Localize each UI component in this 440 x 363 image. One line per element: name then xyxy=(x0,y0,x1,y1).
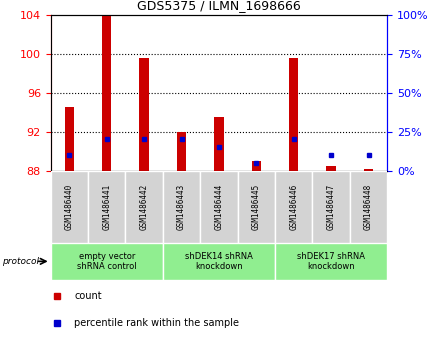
Bar xyxy=(289,58,298,171)
Title: GDS5375 / ILMN_1698666: GDS5375 / ILMN_1698666 xyxy=(137,0,301,12)
Bar xyxy=(51,171,88,243)
Text: GSM1486441: GSM1486441 xyxy=(102,184,111,230)
Text: empty vector
shRNA control: empty vector shRNA control xyxy=(77,252,136,271)
Bar xyxy=(51,243,163,280)
Bar xyxy=(163,243,275,280)
Bar xyxy=(364,169,373,171)
Text: shDEK14 shRNA
knockdown: shDEK14 shRNA knockdown xyxy=(185,252,253,271)
Text: GSM1486443: GSM1486443 xyxy=(177,184,186,230)
Text: GSM1486446: GSM1486446 xyxy=(289,184,298,230)
Text: GSM1486442: GSM1486442 xyxy=(139,184,149,230)
Text: protocol: protocol xyxy=(2,257,39,266)
Text: count: count xyxy=(74,291,102,301)
Bar xyxy=(139,58,149,171)
Bar xyxy=(163,171,200,243)
Bar xyxy=(200,171,238,243)
Bar xyxy=(125,171,163,243)
Text: percentile rank within the sample: percentile rank within the sample xyxy=(74,318,239,328)
Text: GSM1486447: GSM1486447 xyxy=(326,184,336,230)
Bar xyxy=(350,171,387,243)
Bar xyxy=(177,132,186,171)
Text: GSM1486440: GSM1486440 xyxy=(65,184,74,230)
Bar xyxy=(275,171,312,243)
Bar xyxy=(65,107,74,171)
Bar xyxy=(88,171,125,243)
Text: GSM1486444: GSM1486444 xyxy=(214,184,224,230)
Bar xyxy=(238,171,275,243)
Text: GSM1486445: GSM1486445 xyxy=(252,184,261,230)
Bar xyxy=(102,15,111,171)
Bar xyxy=(275,243,387,280)
Bar xyxy=(214,117,224,171)
Bar xyxy=(252,161,261,171)
Bar xyxy=(312,171,350,243)
Text: GSM1486448: GSM1486448 xyxy=(364,184,373,230)
Bar xyxy=(326,166,336,171)
Text: shDEK17 shRNA
knockdown: shDEK17 shRNA knockdown xyxy=(297,252,365,271)
